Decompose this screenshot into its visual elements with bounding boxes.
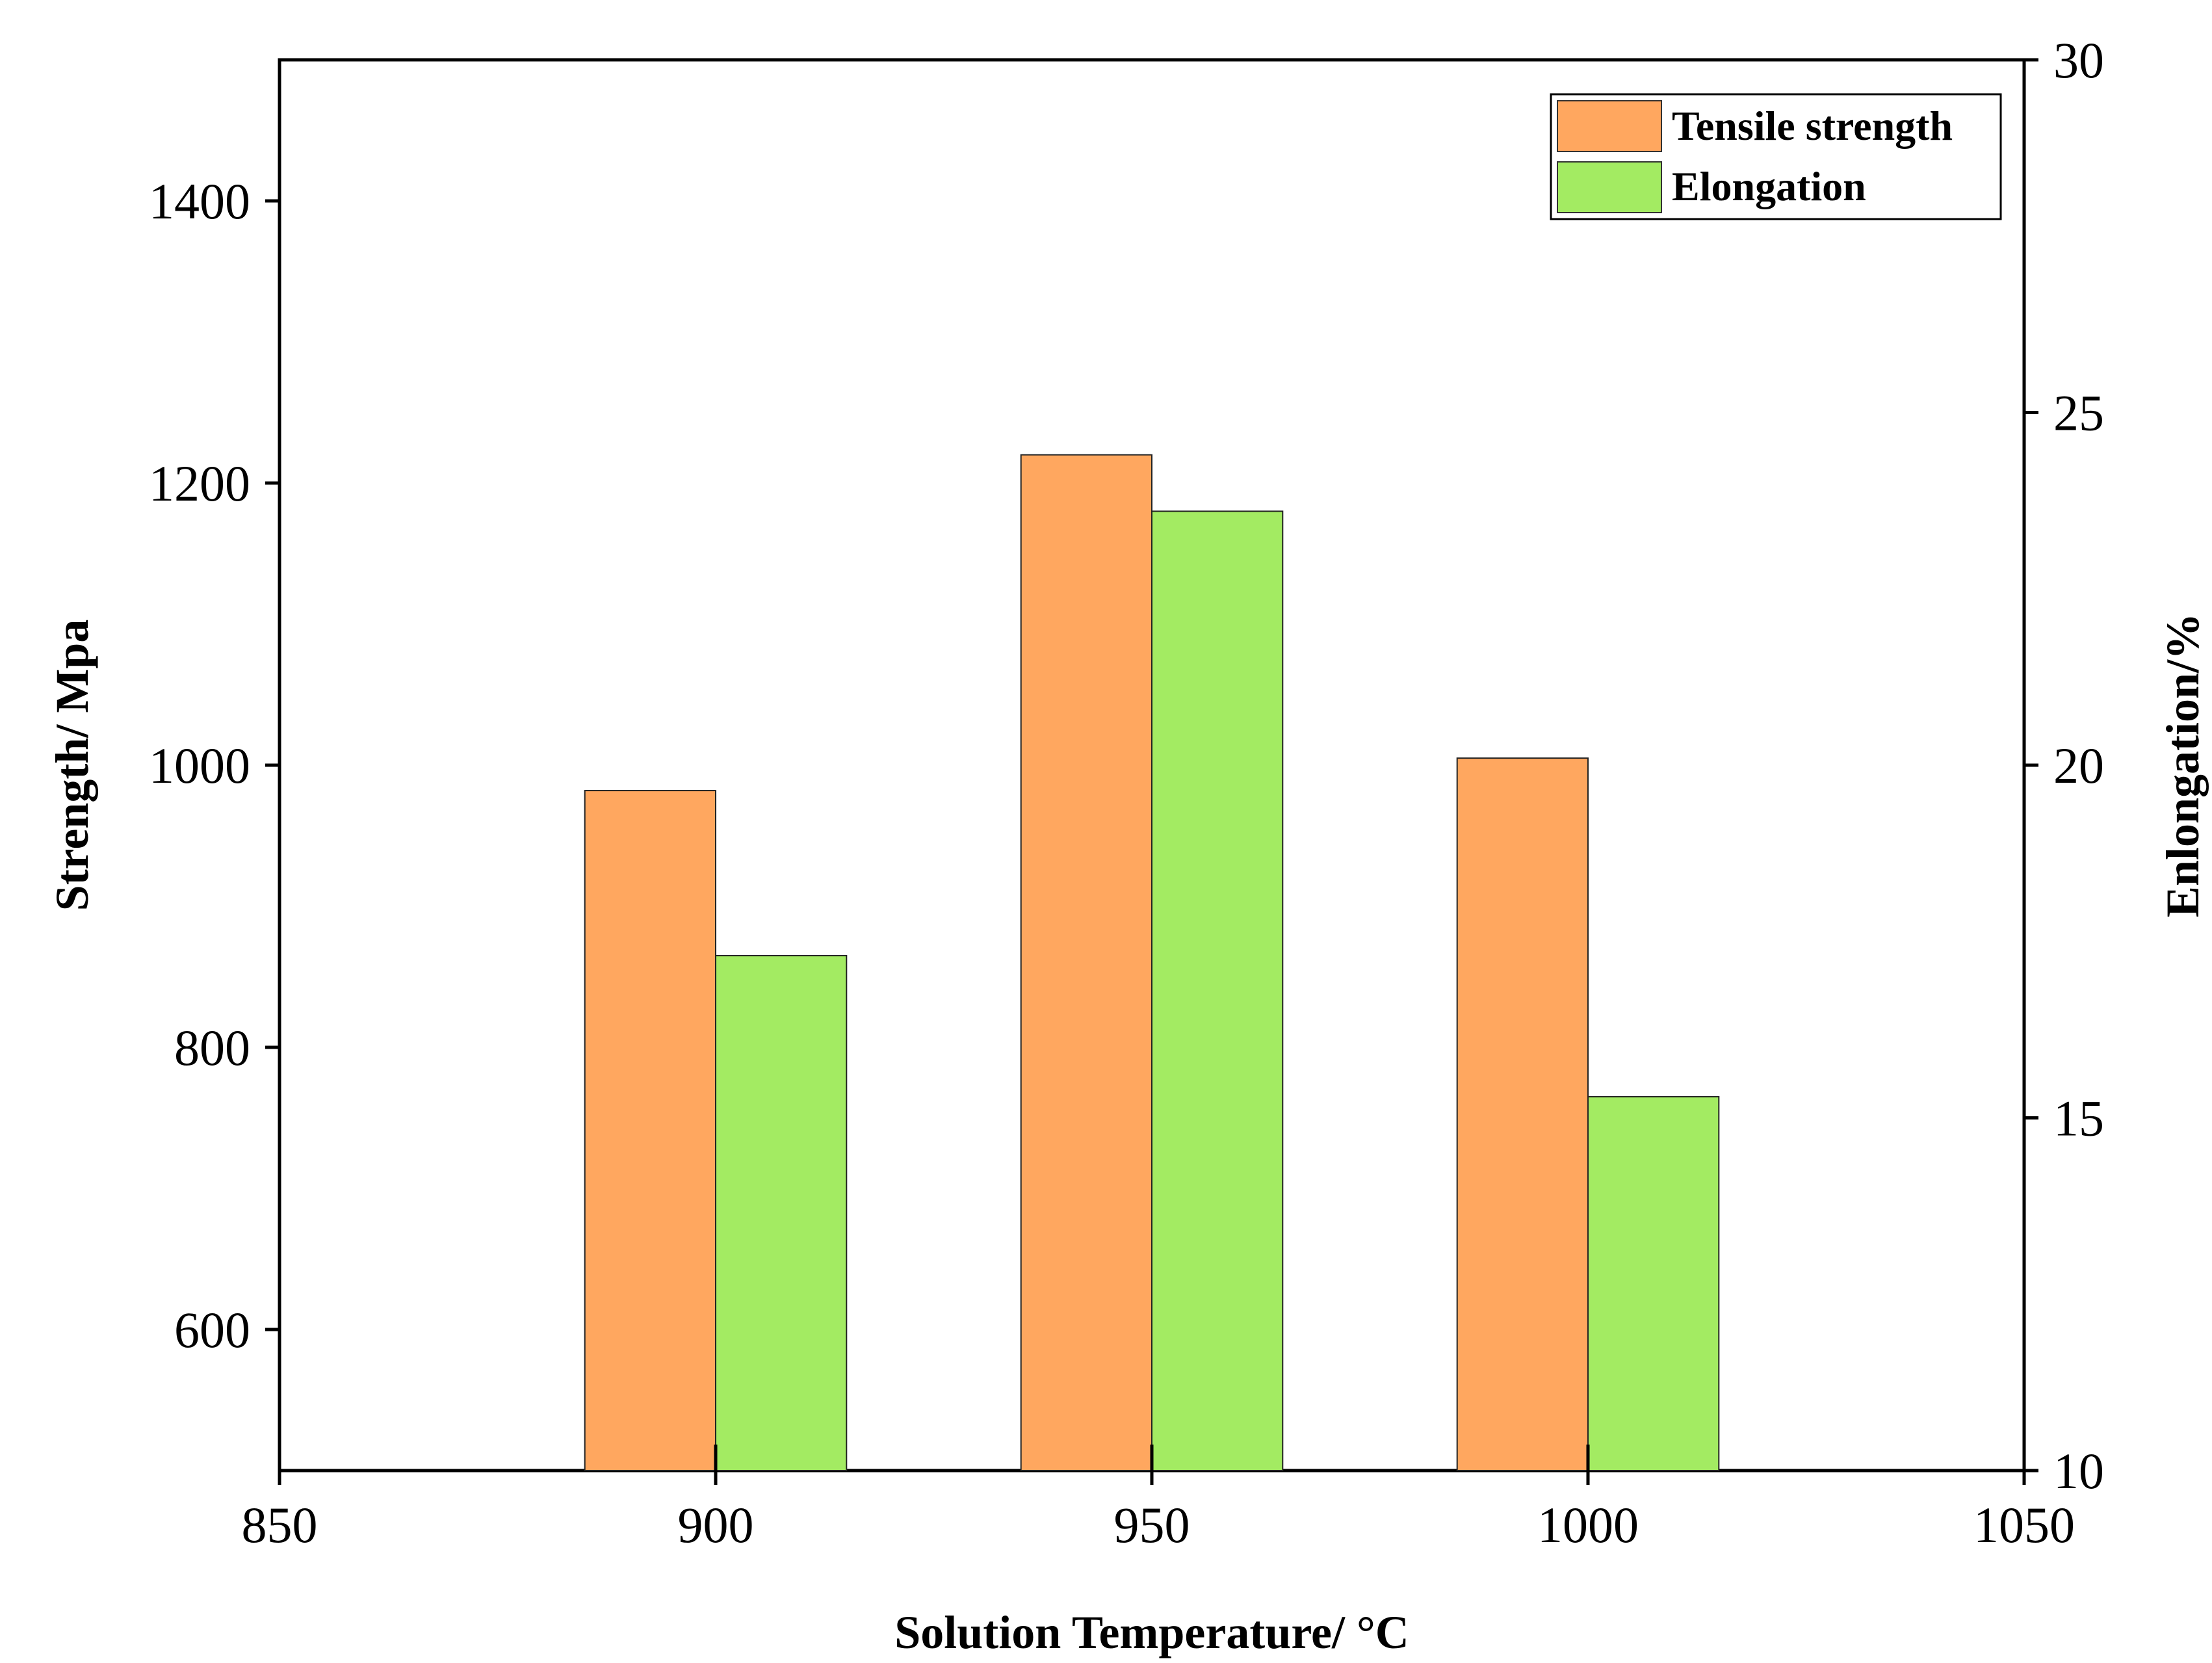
y-axis-left-title: Strength/ Mpa <box>46 620 98 911</box>
y-left-tick-label-1200: 1200 <box>149 455 250 512</box>
legend-swatch-tensile-strength <box>1557 100 1662 152</box>
y-left-tick-label-1000: 1000 <box>149 737 250 794</box>
bar-tensile-strength-1000 <box>1456 757 1589 1471</box>
y-right-tick-label-15: 15 <box>2053 1090 2104 1147</box>
y-left-tick-label-1400: 1400 <box>149 173 250 229</box>
x-axis-title: Solution Temperature/ °C <box>894 1606 1409 1658</box>
y-right-tick-label-10: 10 <box>2053 1443 2104 1499</box>
legend-label-tensile-strength: Tensile strength <box>1672 103 1953 149</box>
y-right-tick-label-20: 20 <box>2053 737 2104 794</box>
bar-elongation-1000 <box>1587 1095 1720 1471</box>
bar-tensile-strength-950 <box>1020 454 1152 1471</box>
y-left-tick-label-800: 800 <box>174 1019 250 1076</box>
legend-swatch-elongation <box>1557 161 1662 213</box>
ticks-group: 850 900 950 1000 1050 600 800 1000 1200 1400 10 15 2… <box>149 32 2104 1553</box>
bar-tensile-strength-900 <box>584 790 717 1471</box>
y-axis-right-title: Enlongation/% <box>2157 613 2209 917</box>
bar-elongation-900 <box>715 954 848 1471</box>
legend-label-elongation: Elongation <box>1672 163 1866 209</box>
x-tick-label-1000: 1000 <box>1537 1497 1639 1553</box>
bar-elongation-950 <box>1151 510 1284 1471</box>
y-left-tick-label-600: 600 <box>174 1302 250 1358</box>
x-tick-label-1050: 1050 <box>1973 1497 2075 1553</box>
bars-group <box>584 454 1720 1471</box>
y-right-tick-label-30: 30 <box>2053 32 2104 88</box>
x-tick-label-950: 950 <box>1114 1497 1190 1553</box>
y-right-tick-label-25: 25 <box>2053 385 2104 441</box>
x-tick-label-900: 900 <box>678 1497 754 1553</box>
legend: Tensile strength Elongation <box>1550 93 2002 220</box>
x-tick-label-850: 850 <box>242 1497 318 1553</box>
